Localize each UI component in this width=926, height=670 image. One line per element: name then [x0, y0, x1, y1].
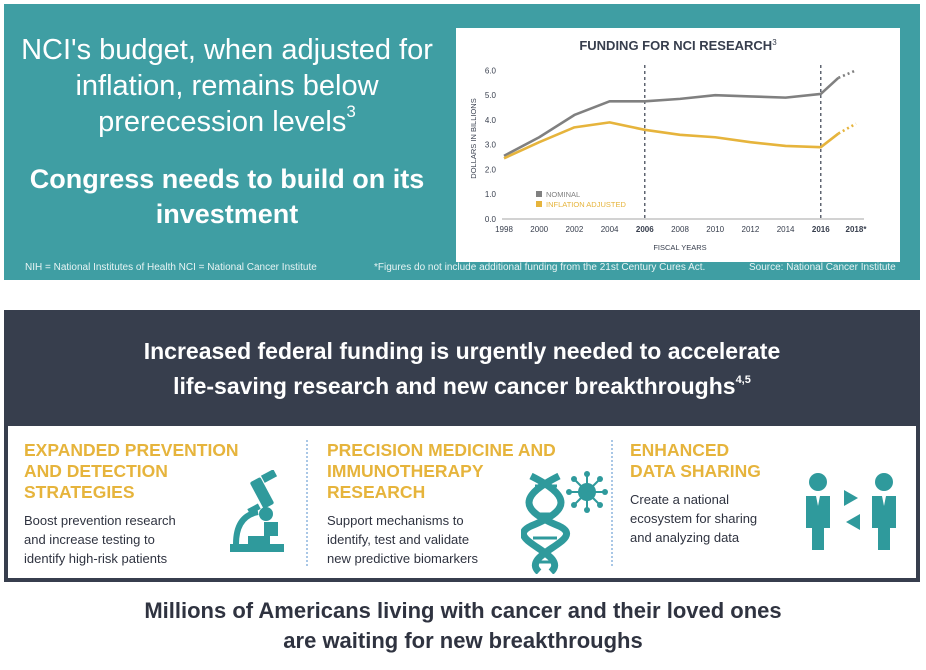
- summary-panel: NCI's budget, when adjusted for inflatio…: [4, 4, 920, 280]
- dna-virus-icon: [521, 471, 608, 574]
- title-line: AND DETECTION: [24, 461, 168, 481]
- title-line: RESEARCH: [327, 482, 426, 502]
- y-tick-label: 2.0: [485, 165, 497, 174]
- cures-act-footnote: *Figures do not include additional fundi…: [374, 262, 706, 273]
- data-exchange-icon: [806, 473, 896, 550]
- priority-prevention: EXPANDED PREVENTION AND DETECTION STRATE…: [8, 426, 308, 578]
- title-line: EXPANDED PREVENTION: [24, 440, 239, 460]
- legend-label: INFLATION ADJUSTED: [546, 200, 626, 209]
- y-tick-label: 5.0: [485, 91, 497, 100]
- priority-precision-title: PRECISION MEDICINE AND IMMUNOTHERAPY RES…: [327, 440, 556, 503]
- banner-title-line-2: life-saving research and new cancer brea…: [44, 369, 880, 404]
- closing-line-2: are waiting for new breakthroughs: [283, 628, 643, 653]
- priority-data-title: ENHANCED DATA SHARING: [630, 440, 761, 482]
- series-projection-nominal: [837, 69, 857, 80]
- x-tick-label: 1998: [495, 225, 513, 234]
- headline-text: NCI's budget, when adjusted for inflatio…: [21, 34, 433, 138]
- headline: NCI's budget, when adjusted for inflatio…: [14, 32, 440, 140]
- priority-precision-medicine: PRECISION MEDICINE AND IMMUNOTHERAPY RES…: [311, 426, 611, 578]
- y-tick-label: 4.0: [485, 116, 497, 125]
- priority-precision-text: Support mechanisms to identify, test and…: [327, 511, 478, 568]
- chart-title: FUNDING FOR NCI RESEARCH3: [579, 38, 777, 53]
- text-line: new predictive biomarkers: [327, 551, 479, 566]
- column-divider: [306, 440, 308, 566]
- microscope-icon: [230, 470, 284, 552]
- headline-citation: 3: [346, 102, 356, 121]
- funding-need-panel: Increased federal funding is urgently ne…: [4, 310, 920, 582]
- y-tick-label: 1.0: [485, 190, 497, 199]
- abbreviations-footnote: NIH = National Institutes of Health NCI …: [25, 262, 317, 273]
- y-axis-label: DOLLARS IN BILLIONS: [469, 98, 478, 178]
- banner-title-line-2-text: life-saving research and new cancer brea…: [173, 373, 736, 399]
- x-tick-label: 2008: [671, 225, 689, 234]
- title-line: DATA SHARING: [630, 461, 761, 481]
- priorities-box: EXPANDED PREVENTION AND DETECTION STRATE…: [8, 426, 916, 578]
- title-line: PRECISION MEDICINE AND: [327, 440, 556, 460]
- x-tick-label: 2014: [777, 225, 795, 234]
- legend-swatch: [536, 201, 542, 207]
- x-tick-label: 2012: [742, 225, 760, 234]
- closing-statement: Millions of Americans living with cancer…: [20, 596, 906, 656]
- title-line: STRATEGIES: [24, 482, 135, 502]
- funding-chart: FUNDING FOR NCI RESEARCH3 DOLLARS IN BILL…: [456, 28, 900, 262]
- y-tick-label: 6.0: [485, 66, 497, 75]
- title-line: IMMUNOTHERAPY: [327, 461, 484, 481]
- text-line: Boost prevention research: [24, 513, 176, 528]
- y-tick-label: 0.0: [485, 215, 497, 224]
- x-tick-label: 2018*: [846, 225, 868, 234]
- text-line: and analyzing data: [630, 530, 740, 545]
- x-tick-label: 2000: [530, 225, 548, 234]
- priority-prevention-text: Boost prevention research and increase t…: [24, 511, 176, 568]
- x-axis-label: FISCAL YEARS: [653, 243, 706, 252]
- series-line-nominal: [503, 76, 840, 157]
- column-divider: [611, 440, 613, 566]
- x-tick-label: 2002: [566, 225, 584, 234]
- priority-data-text: Create a national ecosystem for sharing …: [630, 490, 757, 547]
- series-projection-inflation-adjusted: [837, 122, 857, 135]
- priority-data-sharing: ENHANCED DATA SHARING Create a national …: [614, 426, 914, 578]
- funding-chart-svg: FUNDING FOR NCI RESEARCH3 DOLLARS IN BILL…: [469, 38, 868, 252]
- legend-swatch: [536, 191, 542, 197]
- text-line: ecosystem for sharing: [630, 511, 758, 526]
- x-tick-label: 2010: [706, 225, 724, 234]
- y-tick-label: 3.0: [485, 141, 497, 150]
- x-tick-label: 2016: [812, 225, 830, 234]
- legend-label: NOMINAL: [546, 190, 580, 199]
- text-line: Create a national: [630, 492, 730, 507]
- text-line: Support mechanisms to: [327, 513, 464, 528]
- title-line: ENHANCED: [630, 440, 730, 460]
- closing-line-1: Millions of Americans living with cancer…: [144, 598, 782, 623]
- priority-prevention-title: EXPANDED PREVENTION AND DETECTION STRATE…: [24, 440, 239, 503]
- banner-title-line-1: Increased federal funding is urgently ne…: [143, 338, 781, 364]
- x-tick-label: 2006: [636, 225, 654, 234]
- text-line: identify high-risk patients: [24, 551, 168, 566]
- text-line: and increase testing to: [24, 532, 155, 547]
- banner-title: Increased federal funding is urgently ne…: [44, 334, 880, 404]
- banner-citation: 4,5: [735, 374, 751, 386]
- source-footnote: Source: National Cancer Institute: [749, 262, 896, 273]
- x-tick-label: 2004: [601, 225, 619, 234]
- subheadline: Congress needs to build on its investmen…: [29, 164, 425, 229]
- text-line: identify, test and validate: [327, 532, 470, 547]
